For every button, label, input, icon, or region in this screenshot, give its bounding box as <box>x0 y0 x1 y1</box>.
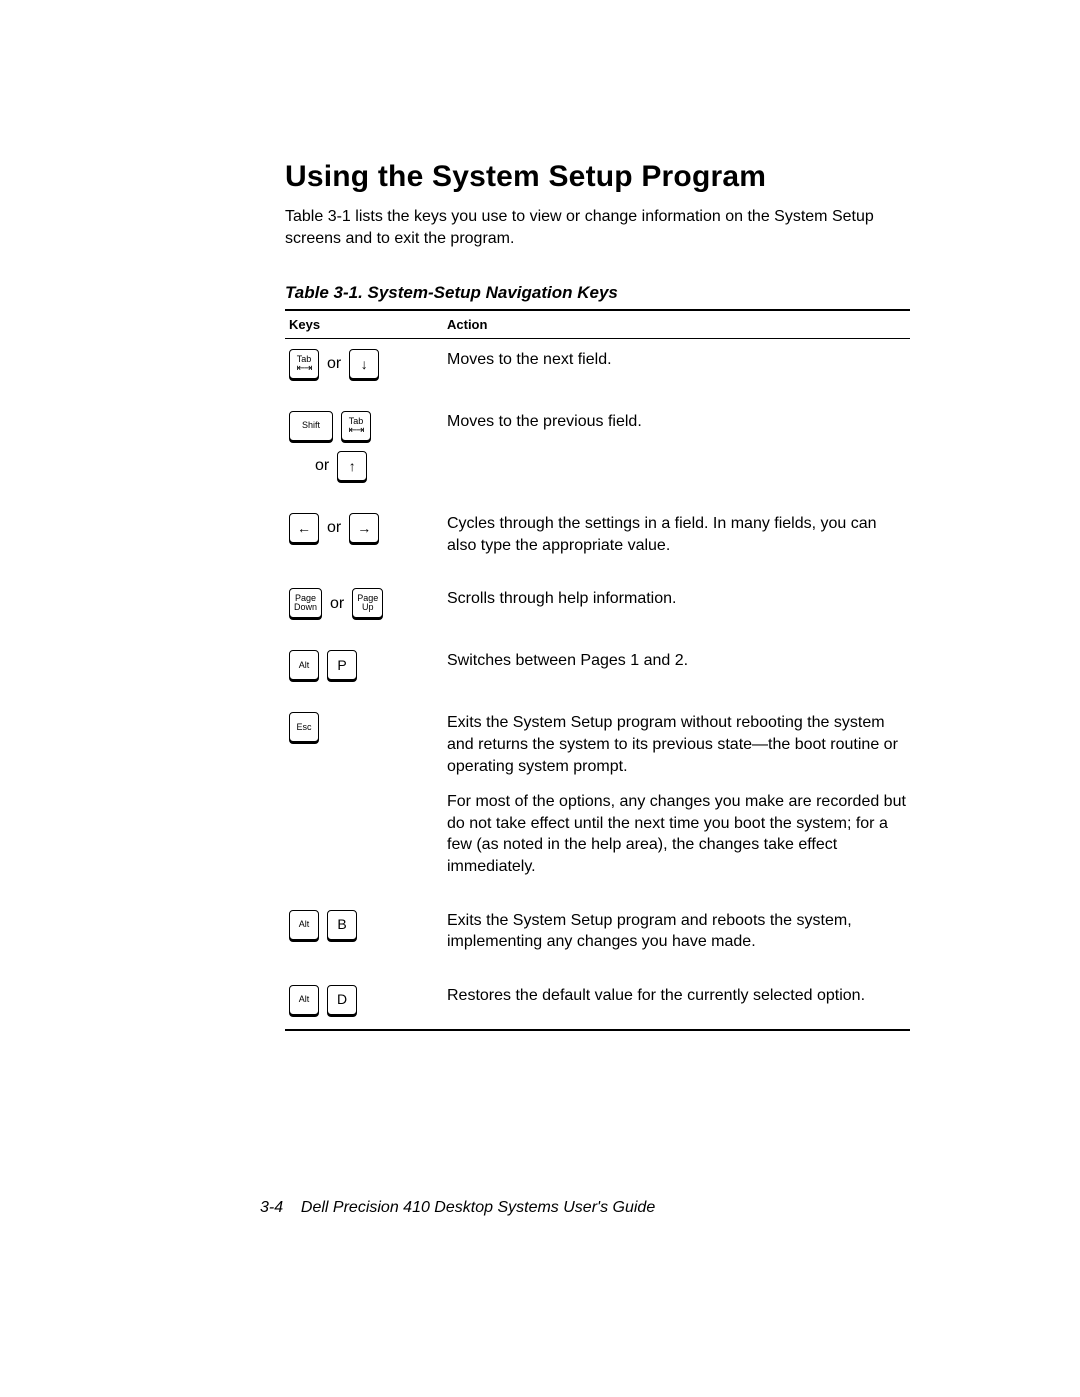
action-text: Scrolls through help information. <box>447 588 906 610</box>
shift-key-icon: Shift <box>289 411 333 441</box>
table-row: Esc Exits the System Setup program witho… <box>285 702 910 899</box>
table-row: Page Down or Page Up Scrolls through hel… <box>285 578 910 640</box>
intro-paragraph: Table 3-1 lists the keys you use to view… <box>285 206 910 249</box>
or-text: or <box>315 455 329 477</box>
action-text: Moves to the previous field. <box>447 411 906 433</box>
table-caption: Table 3-1. System-Setup Navigation Keys <box>285 283 910 303</box>
or-text: or <box>327 517 341 539</box>
table-row: Alt D Restores the default value for the… <box>285 975 910 1030</box>
tab-key-icon: Tab⇤⇥ <box>341 411 371 441</box>
page-heading: Using the System Setup Program <box>285 160 910 194</box>
p-key-icon: P <box>327 650 357 680</box>
up-arrow-key-icon: ↑ <box>337 451 367 481</box>
action-text: Exits the System Setup program and reboo… <box>447 910 906 953</box>
document-page: Using the System Setup Program Table 3-1… <box>0 0 1080 1397</box>
navigation-keys-table: Keys Action Tab⇤⇥ or ↓ Moves to the next… <box>285 309 910 1031</box>
table-row: Shift Tab⇤⇥ or ↑ Moves to the previous f… <box>285 401 910 503</box>
d-key-icon: D <box>327 985 357 1015</box>
down-arrow-key-icon: ↓ <box>349 349 379 379</box>
action-text: Moves to the next field. <box>447 349 906 371</box>
right-arrow-key-icon: → <box>349 513 379 543</box>
table-row: Alt P Switches between Pages 1 and 2. <box>285 640 910 702</box>
action-text: Switches between Pages 1 and 2. <box>447 650 906 672</box>
esc-key-icon: Esc <box>289 712 319 742</box>
table-row: Alt B Exits the System Setup program and… <box>285 900 910 975</box>
table-row: ← or → Cycles through the settings in a … <box>285 503 910 578</box>
alt-key-icon: Alt <box>289 650 319 680</box>
action-text: For most of the options, any changes you… <box>447 791 906 877</box>
left-arrow-key-icon: ← <box>289 513 319 543</box>
column-header-action: Action <box>443 310 910 339</box>
action-text: Cycles through the settings in a field. … <box>447 513 906 556</box>
table-header-row: Keys Action <box>285 310 910 339</box>
page-up-key-icon: Page Up <box>352 588 383 618</box>
alt-key-icon: Alt <box>289 985 319 1015</box>
or-text: or <box>327 353 341 375</box>
page-number: 3-4 <box>260 1199 283 1216</box>
or-text: or <box>330 593 344 615</box>
table-row: Tab⇤⇥ or ↓ Moves to the next field. <box>285 339 910 402</box>
column-header-keys: Keys <box>285 310 443 339</box>
page-footer: 3-4 Dell Precision 410 Desktop Systems U… <box>260 1199 655 1217</box>
tab-key-icon: Tab⇤⇥ <box>289 349 319 379</box>
b-key-icon: B <box>327 910 357 940</box>
alt-key-icon: Alt <box>289 910 319 940</box>
page-down-key-icon: Page Down <box>289 588 322 618</box>
book-title: Dell Precision 410 Desktop Systems User'… <box>301 1199 655 1216</box>
action-text: Restores the default value for the curre… <box>447 985 906 1007</box>
action-text: Exits the System Setup program without r… <box>447 712 906 777</box>
